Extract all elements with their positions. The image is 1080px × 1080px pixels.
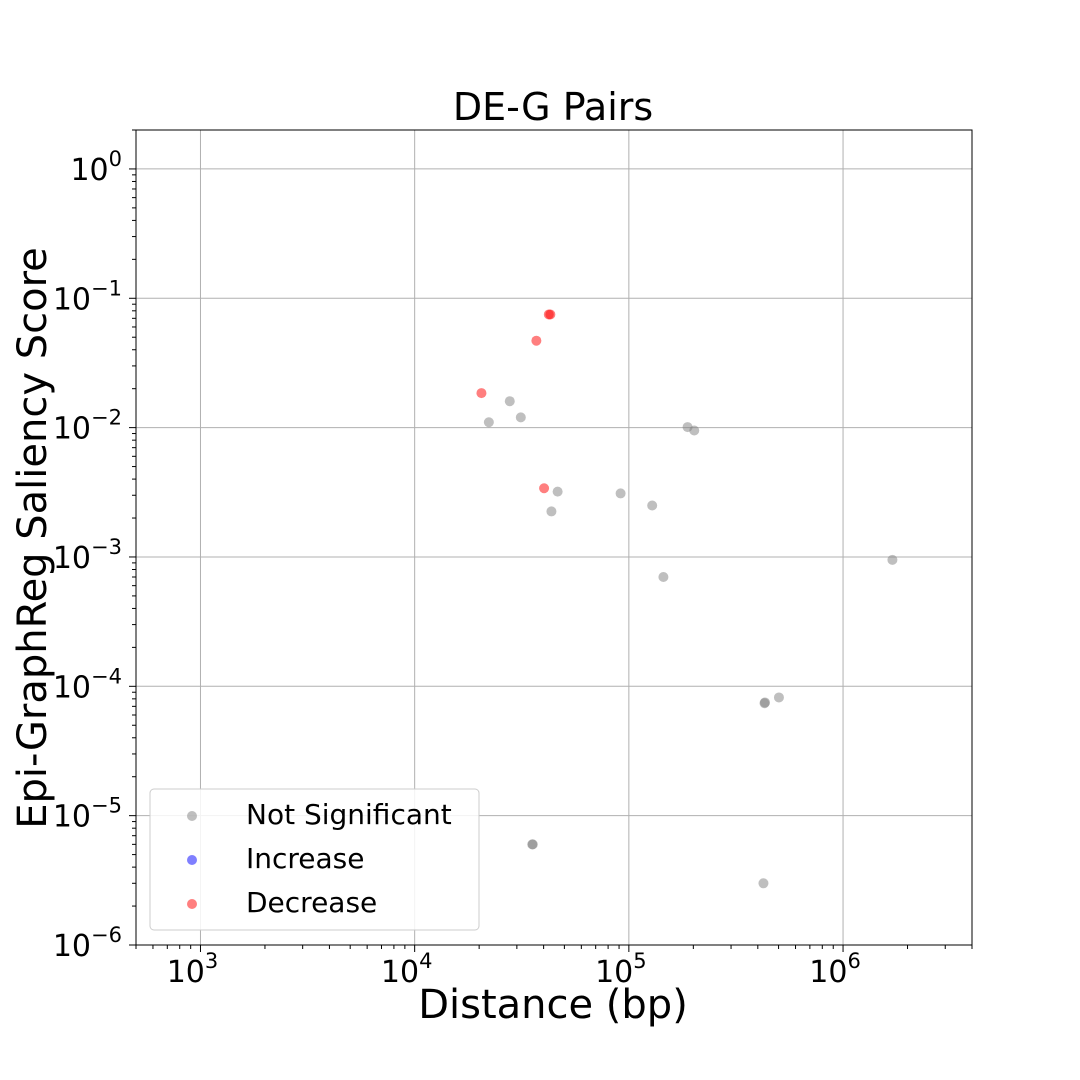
- data-point-not-significant: [759, 698, 770, 709]
- y-tick-exponent: −2: [91, 406, 122, 430]
- y-tick-label: 100: [70, 147, 122, 188]
- y-tick-exponent: −3: [91, 535, 122, 559]
- y-tick-label: 10−6: [53, 923, 122, 964]
- data-point-not-significant: [758, 878, 769, 889]
- data-point-not-significant: [689, 425, 700, 436]
- x-tick-exponent: 3: [205, 949, 218, 973]
- legend-frame: [149, 788, 480, 931]
- y-tick-label: 10−3: [53, 535, 122, 576]
- data-point-not-significant: [552, 486, 563, 497]
- y-tick-exponent: −1: [91, 276, 122, 300]
- y-tick-label: 10−2: [53, 406, 122, 447]
- x-tick-exponent: 5: [633, 949, 646, 973]
- data-point-not-significant: [483, 417, 494, 428]
- y-tick-exponent: −5: [91, 794, 122, 818]
- data-points: [476, 309, 898, 889]
- legend-label-not-significant: Not Significant: [246, 798, 452, 831]
- legend-label-decrease: Decrease: [246, 886, 377, 919]
- data-point-decrease: [476, 388, 487, 399]
- y-tick-label: 10−5: [53, 794, 122, 835]
- x-tick-exponent: 4: [419, 949, 432, 973]
- plot-area-frame: [135, 129, 973, 946]
- data-point-decrease: [545, 309, 556, 320]
- data-point-not-significant: [658, 572, 669, 583]
- data-point-not-significant: [887, 554, 898, 565]
- legend-label-increase: Increase: [246, 842, 365, 875]
- y-tick-exponent: −4: [91, 664, 122, 688]
- y-tick-exponent: 0: [109, 147, 122, 171]
- data-point-decrease: [539, 483, 550, 494]
- x-tick-exponent: 6: [847, 949, 860, 973]
- y-axis-label: Epi-GraphReg Saliency Score: [10, 247, 56, 829]
- data-point-decrease: [531, 335, 542, 346]
- data-point-not-significant: [527, 839, 538, 850]
- legend-marker-not-significant: [187, 811, 197, 821]
- data-point-not-significant: [615, 488, 626, 499]
- x-axis-label: Distance (bp): [418, 982, 688, 1028]
- y-tick-exponent: −6: [91, 923, 122, 947]
- data-point-not-significant: [647, 500, 658, 511]
- y-tick-label: 10−1: [53, 276, 122, 317]
- y-tick-label: 10−4: [53, 664, 122, 705]
- x-tick-label: 106: [809, 949, 861, 990]
- legend-marker-decrease: [187, 899, 197, 909]
- chart-title: DE-G Pairs: [453, 85, 653, 129]
- data-point-not-significant: [546, 506, 557, 517]
- legend: Not Significant Increase Decrease: [149, 788, 480, 931]
- data-point-not-significant: [504, 396, 515, 407]
- data-point-not-significant: [515, 412, 526, 423]
- data-point-not-significant: [773, 692, 784, 703]
- x-tick-label: 103: [167, 949, 219, 990]
- legend-marker-increase: [187, 855, 197, 865]
